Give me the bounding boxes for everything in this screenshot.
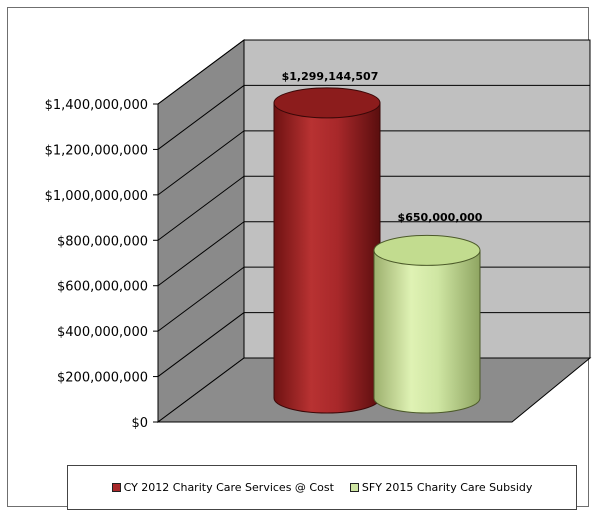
gridline-side-2 bbox=[157, 266, 245, 332]
gridline-side-3 bbox=[157, 221, 245, 287]
legend-label-sfy2015: SFY 2015 Charity Care Subsidy bbox=[361, 481, 533, 494]
data-label-0: $1,299,144,507 bbox=[282, 70, 379, 83]
gridline-side-5 bbox=[157, 130, 245, 196]
y-tick-label-2: $400,000,000 bbox=[57, 325, 148, 340]
legend: CY 2012 Charity Care Services @ Cost SFY… bbox=[67, 465, 577, 510]
y-tick-label-3: $600,000,000 bbox=[57, 280, 148, 295]
gridline-side-4 bbox=[157, 175, 245, 241]
bar-0 bbox=[273, 87, 381, 414]
legend-label-cy2012: CY 2012 Charity Care Services @ Cost bbox=[123, 481, 334, 494]
y-tick-label-0: $0 bbox=[131, 416, 148, 431]
bar-top-1 bbox=[373, 234, 481, 266]
legend-item-sfy2015: SFY 2015 Charity Care Subsidy bbox=[349, 481, 533, 494]
legend-swatch-sfy2015 bbox=[349, 483, 359, 492]
y-tick-label-6: $1,200,000,000 bbox=[45, 143, 148, 158]
legend-swatch-cy2012 bbox=[111, 483, 121, 492]
bar-1 bbox=[373, 234, 481, 414]
gridline-side-7 bbox=[157, 39, 245, 105]
bar-top-0 bbox=[273, 87, 381, 119]
y-tick-label-1: $200,000,000 bbox=[57, 371, 148, 386]
data-label-1: $650,000,000 bbox=[398, 211, 483, 224]
gridline-side-1 bbox=[157, 312, 245, 377]
bar-body-0 bbox=[273, 102, 381, 414]
legend-item-cy2012: CY 2012 Charity Care Services @ Cost bbox=[111, 481, 334, 494]
y-tick-label-4: $800,000,000 bbox=[57, 234, 148, 249]
bar-body-1 bbox=[373, 249, 481, 414]
y-tick-label-7: $1,400,000,000 bbox=[45, 98, 148, 113]
y-tick-label-5: $1,000,000,000 bbox=[45, 189, 148, 204]
gridline-side-6 bbox=[157, 85, 245, 150]
